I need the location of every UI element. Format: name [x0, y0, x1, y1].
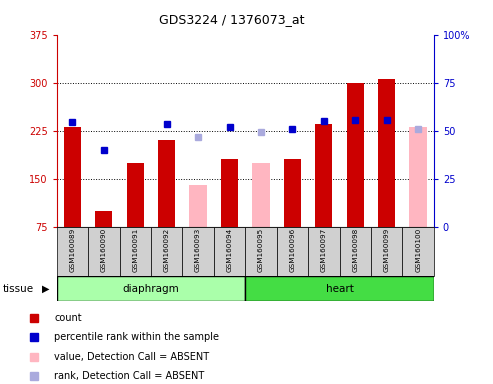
FancyBboxPatch shape	[245, 276, 434, 301]
Text: heart: heart	[325, 284, 353, 294]
FancyBboxPatch shape	[182, 227, 214, 276]
Text: ▶: ▶	[42, 284, 49, 294]
Text: GSM160098: GSM160098	[352, 228, 358, 272]
FancyBboxPatch shape	[57, 276, 245, 301]
Text: GSM160093: GSM160093	[195, 228, 201, 272]
Bar	[378, 79, 395, 227]
FancyBboxPatch shape	[245, 227, 277, 276]
Text: GSM160092: GSM160092	[164, 228, 170, 272]
Text: GSM160096: GSM160096	[289, 228, 295, 272]
Bar	[252, 162, 270, 227]
Bar	[158, 140, 176, 227]
FancyBboxPatch shape	[57, 227, 88, 276]
Bar	[410, 127, 427, 227]
Bar	[221, 162, 238, 227]
Text: GSM160091: GSM160091	[132, 228, 138, 272]
Text: count: count	[54, 313, 82, 323]
Bar	[284, 159, 301, 227]
Bar	[221, 159, 238, 227]
Text: tissue: tissue	[2, 284, 34, 294]
Bar	[189, 185, 207, 227]
FancyBboxPatch shape	[88, 227, 119, 276]
Text: GSM160097: GSM160097	[321, 228, 327, 272]
Text: diaphragm: diaphragm	[123, 284, 179, 294]
FancyBboxPatch shape	[119, 227, 151, 276]
Bar	[315, 124, 332, 227]
FancyBboxPatch shape	[214, 227, 245, 276]
FancyBboxPatch shape	[340, 227, 371, 276]
FancyBboxPatch shape	[402, 227, 434, 276]
Text: GSM160100: GSM160100	[415, 228, 421, 272]
FancyBboxPatch shape	[371, 227, 402, 276]
FancyBboxPatch shape	[277, 227, 308, 276]
Text: GSM160089: GSM160089	[70, 228, 75, 272]
FancyBboxPatch shape	[151, 227, 182, 276]
Bar	[347, 83, 364, 227]
Text: GDS3224 / 1376073_at: GDS3224 / 1376073_at	[159, 13, 305, 26]
Bar	[127, 162, 144, 227]
Text: rank, Detection Call = ABSENT: rank, Detection Call = ABSENT	[54, 371, 205, 381]
Bar	[64, 127, 81, 227]
Bar	[95, 210, 112, 227]
Text: GSM160090: GSM160090	[101, 228, 107, 272]
Text: GSM160094: GSM160094	[227, 228, 233, 272]
Text: GSM160099: GSM160099	[384, 228, 389, 272]
Text: value, Detection Call = ABSENT: value, Detection Call = ABSENT	[54, 352, 210, 362]
FancyBboxPatch shape	[308, 227, 340, 276]
Text: percentile rank within the sample: percentile rank within the sample	[54, 332, 219, 342]
Text: GSM160095: GSM160095	[258, 228, 264, 272]
